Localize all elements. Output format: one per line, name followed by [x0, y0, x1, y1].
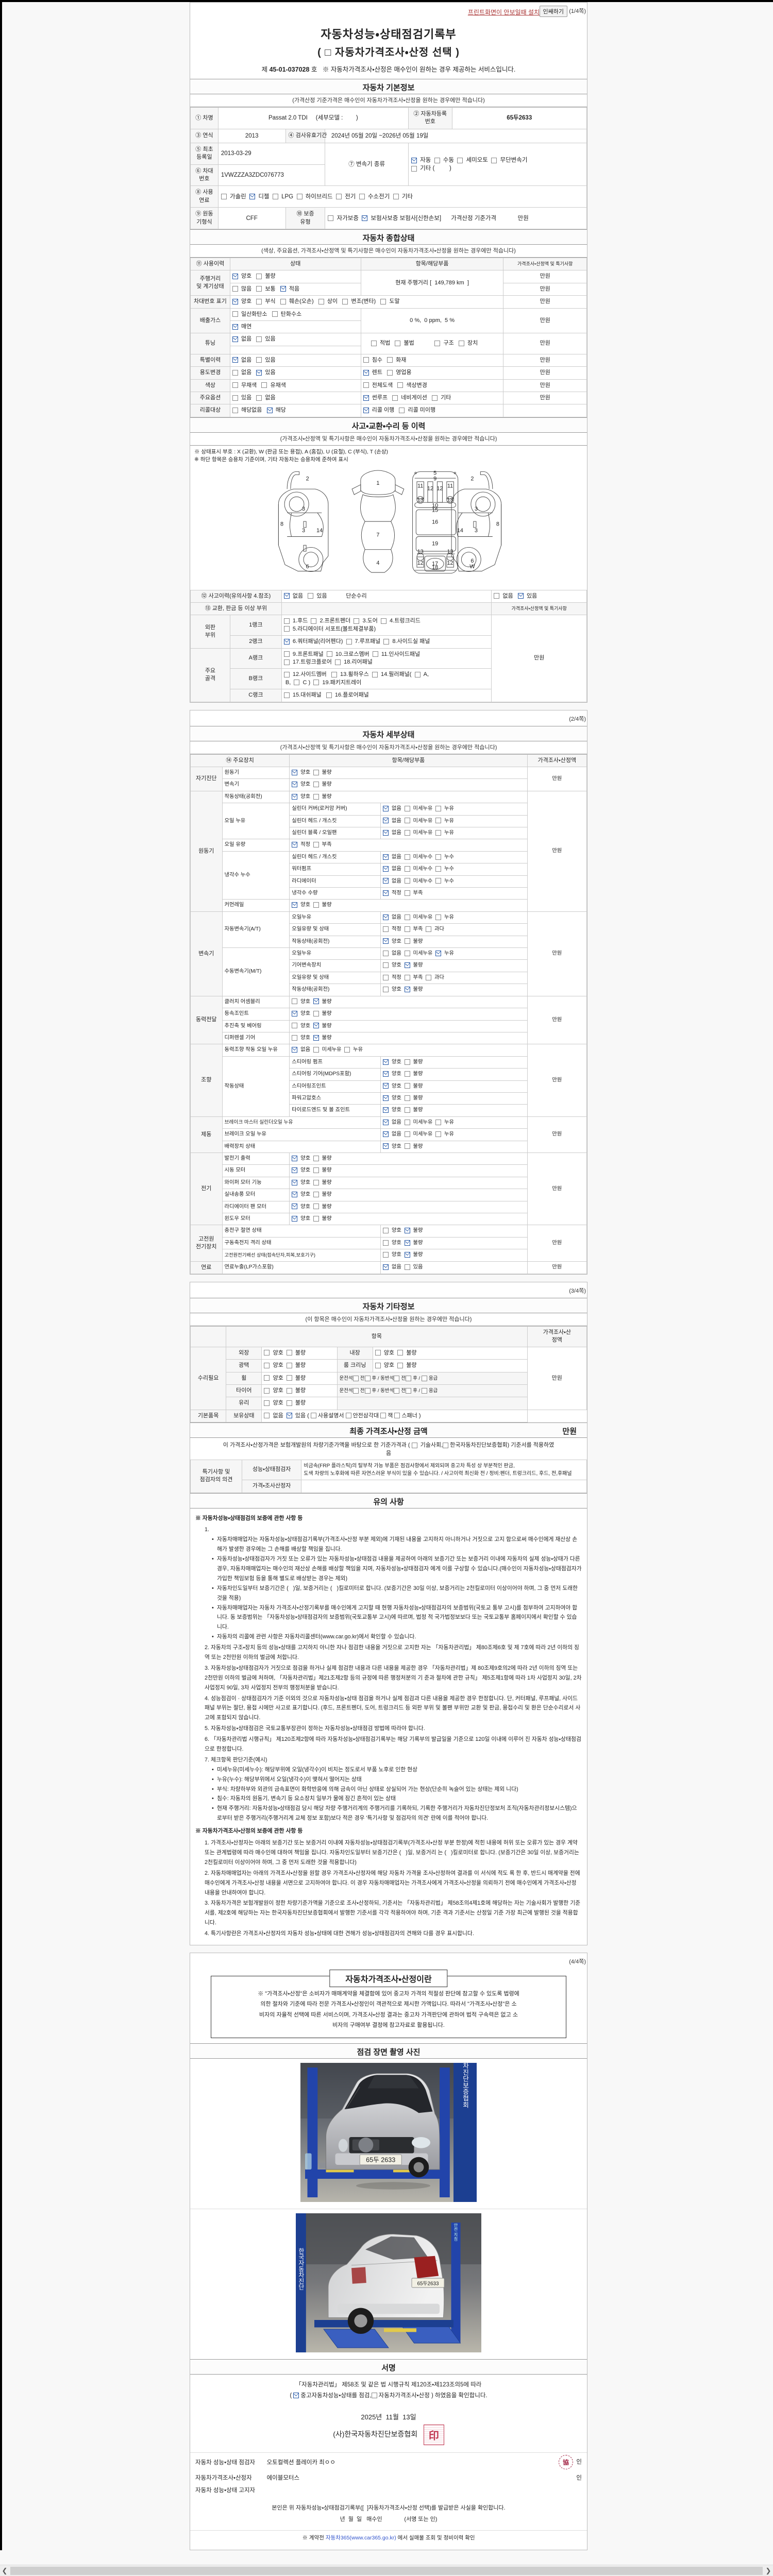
svg-text:13: 13: [417, 549, 424, 555]
svg-text:3: 3: [302, 528, 305, 534]
svg-text:14: 14: [316, 528, 323, 534]
svg-text:12: 12: [447, 560, 453, 566]
svg-text:8: 8: [280, 521, 283, 527]
svg-text:13: 13: [447, 497, 453, 503]
svg-text:65두2633: 65두2633: [417, 2281, 439, 2287]
svg-text:14: 14: [457, 528, 463, 534]
svg-text:12: 12: [417, 560, 424, 566]
svg-text:12: 12: [436, 485, 443, 492]
svg-text:한국자동차진단: 한국자동차진단: [297, 2248, 304, 2290]
svg-text:2: 2: [470, 476, 474, 482]
svg-text:4: 4: [376, 560, 379, 566]
svg-text:65두 2633: 65두 2633: [366, 2157, 395, 2164]
svg-text:15: 15: [432, 507, 438, 513]
svg-text:7: 7: [376, 532, 379, 538]
svg-text:16: 16: [432, 519, 438, 525]
svg-text:3: 3: [475, 528, 478, 534]
svg-text:한국자동차진단보증협회: 한국자동차진단보증협회: [462, 2063, 469, 2108]
svg-text:3: 3: [475, 506, 478, 512]
svg-text:11: 11: [447, 483, 453, 489]
svg-text:11: 11: [417, 483, 423, 489]
svg-text:13: 13: [447, 549, 453, 555]
svg-text:13: 13: [417, 497, 424, 503]
svg-text:8: 8: [496, 521, 499, 527]
svg-text:3: 3: [302, 506, 305, 512]
svg-text:1: 1: [376, 480, 379, 486]
svg-text:W: W: [469, 563, 475, 569]
svg-text:6: 6: [306, 563, 309, 569]
svg-text:2: 2: [306, 476, 309, 482]
svg-text:19: 19: [432, 540, 438, 547]
svg-text:18: 18: [432, 564, 438, 570]
svg-text:9: 9: [433, 476, 436, 482]
svg-text:6: 6: [470, 558, 474, 564]
svg-text:12: 12: [427, 485, 433, 492]
svg-text:안전 지침: 안전 지침: [453, 2223, 458, 2241]
